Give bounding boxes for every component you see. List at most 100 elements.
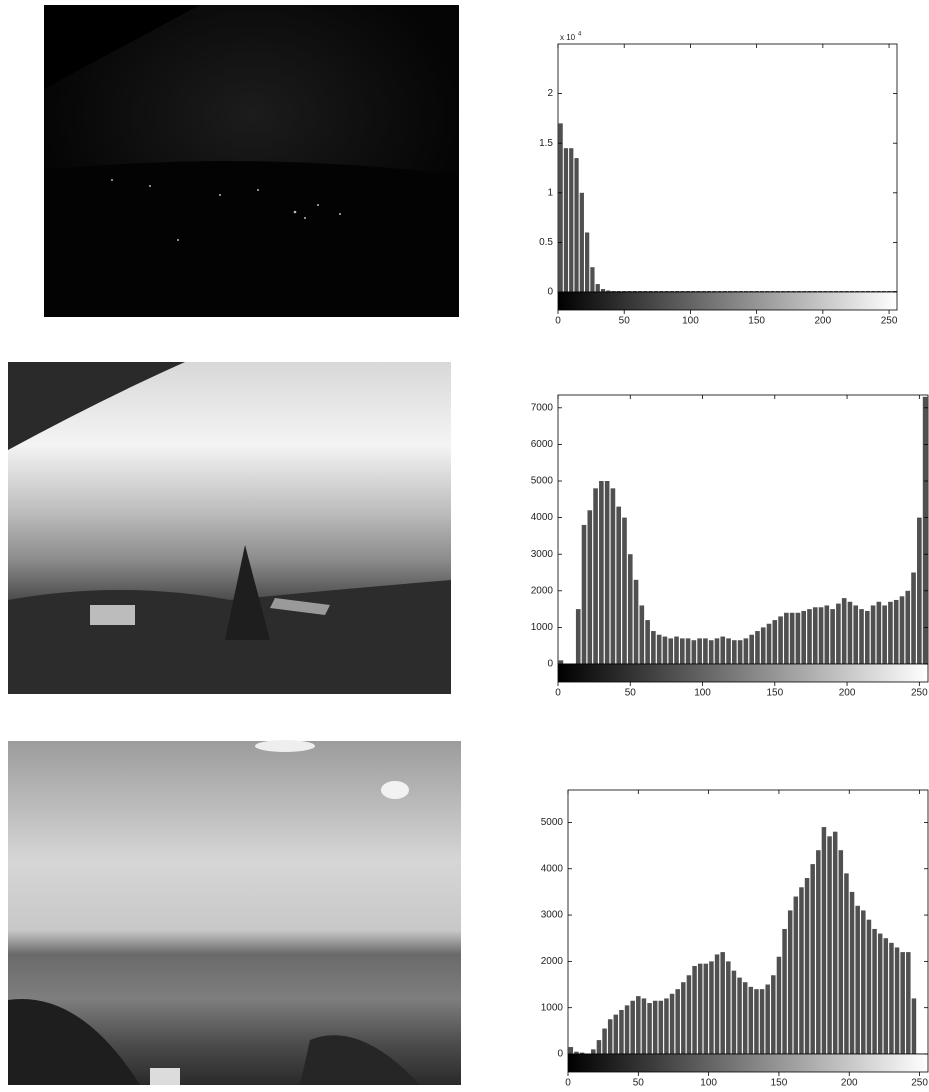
bar	[805, 878, 810, 1054]
colorbar	[558, 292, 897, 310]
bar	[599, 481, 604, 664]
bar	[912, 998, 917, 1054]
bar	[819, 607, 824, 664]
bar	[827, 836, 832, 1054]
bar	[853, 605, 858, 664]
bar	[778, 616, 783, 664]
bar	[872, 929, 877, 1054]
bar	[709, 640, 714, 664]
photo-night	[44, 5, 459, 317]
bar	[754, 989, 759, 1054]
x-tick-label: 0	[555, 688, 561, 699]
bar	[590, 267, 594, 292]
bar	[825, 605, 830, 664]
bar	[867, 920, 872, 1054]
y-tick-label: 0.5	[539, 237, 553, 248]
y-tick-label: 5000	[541, 817, 564, 828]
bar	[882, 605, 887, 664]
bar	[704, 964, 709, 1054]
bar	[737, 978, 742, 1054]
bar	[698, 964, 703, 1054]
bar	[640, 605, 645, 664]
bar	[833, 832, 838, 1054]
bar	[715, 638, 720, 664]
bar	[810, 864, 815, 1054]
bar	[687, 975, 692, 1054]
bar	[569, 148, 573, 292]
bar	[861, 910, 866, 1054]
bar	[576, 609, 581, 664]
y-multiplier: x 10	[560, 33, 576, 42]
y-tick-label: 1	[547, 187, 553, 198]
x-tick-label: 250	[911, 688, 928, 699]
bar	[813, 607, 818, 664]
bar	[681, 982, 686, 1054]
bar	[587, 510, 592, 664]
bar	[760, 989, 765, 1054]
bar	[732, 971, 737, 1054]
x-tick-label: 50	[619, 316, 631, 327]
bar	[877, 602, 882, 664]
bar	[782, 929, 787, 1054]
bar	[634, 580, 639, 664]
bar	[657, 635, 662, 664]
y-tick-label: 5000	[531, 476, 554, 487]
bar	[884, 938, 889, 1054]
bar	[790, 613, 795, 664]
x-tick-label: 50	[633, 1078, 645, 1089]
bar	[865, 611, 870, 664]
bar	[616, 507, 621, 664]
bar	[842, 598, 847, 664]
bar	[569, 1047, 574, 1054]
bar	[905, 591, 910, 664]
bar	[771, 975, 776, 1054]
bar	[720, 952, 725, 1054]
y-tick-label: 2000	[541, 956, 564, 967]
bar	[743, 982, 748, 1054]
bar	[601, 289, 605, 292]
plot-area	[558, 44, 897, 292]
bar	[784, 613, 789, 664]
bar	[585, 232, 589, 292]
y-tick-label: 4000	[541, 863, 564, 874]
x-tick-label: 50	[625, 688, 637, 699]
bar	[664, 998, 669, 1054]
x-tick-label: 200	[839, 688, 856, 699]
bar	[697, 638, 702, 664]
bar	[796, 613, 801, 664]
bar	[559, 660, 564, 664]
bar	[642, 998, 647, 1054]
bar	[895, 947, 900, 1054]
bar	[855, 906, 860, 1054]
bar	[675, 989, 680, 1054]
y-tick-label: 6000	[531, 439, 554, 450]
bar	[794, 897, 799, 1054]
bar	[844, 873, 849, 1054]
y-tick-label: 3000	[531, 549, 554, 560]
y-tick-label: 1.5	[539, 138, 553, 149]
bar	[559, 123, 563, 292]
y-tick-label: 0	[557, 1049, 563, 1060]
bar	[582, 525, 587, 664]
bar	[732, 640, 737, 664]
x-tick-label: 100	[700, 1078, 717, 1089]
bar	[614, 1015, 619, 1054]
bar	[830, 609, 835, 664]
y-tick-label: 1000	[541, 1002, 564, 1013]
bar	[674, 637, 679, 664]
bar	[720, 637, 725, 664]
bar	[647, 1003, 652, 1054]
bar	[749, 987, 754, 1054]
bar	[686, 638, 691, 664]
bar	[709, 961, 714, 1054]
bar	[906, 952, 911, 1054]
bar	[917, 518, 922, 664]
bar	[807, 609, 812, 664]
bar	[777, 957, 782, 1054]
bar	[680, 638, 685, 664]
bar	[848, 602, 853, 664]
figure: 00.511.52050100150200250x 10401000200030…	[0, 0, 929, 1092]
bar	[749, 635, 754, 664]
y-tick-label: 3000	[541, 910, 564, 921]
bar	[703, 638, 708, 664]
